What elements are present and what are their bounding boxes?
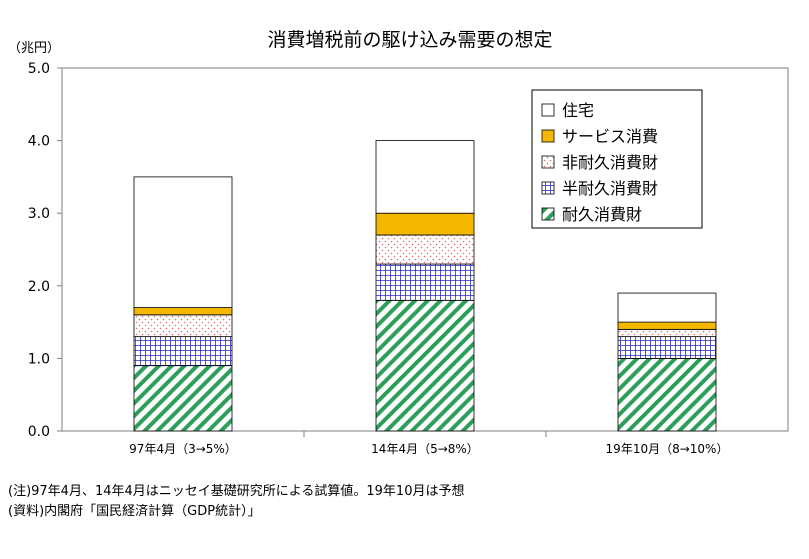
- legend-label: 非耐久消費財: [562, 153, 658, 172]
- bar-segment-5-cat-3: [617, 292, 717, 323]
- x-tick-label: 19年10月（8→10%）: [606, 442, 729, 456]
- bar-segment-4-cat-1: [133, 307, 233, 316]
- bar-segment-2-cat-1: [133, 336, 233, 367]
- legend-swatch: [541, 181, 555, 195]
- x-tick-label: 97年4月（3→5%）: [129, 442, 237, 456]
- y-tick-label: 0.0: [28, 424, 50, 440]
- bar-segment-2-cat-2: [375, 263, 475, 301]
- stacked-bar-chart: 0.0 1.0 2.0 3.0 4.0 5.0 97年4月（3→5%） 14年4月（5→8%）…: [8, 29, 789, 456]
- y-unit-label: （兆円）: [8, 41, 60, 56]
- legend-label: サービス消費: [562, 127, 658, 146]
- source-note: (資料)内閣府「国民経済計算（GDP統計）」: [8, 504, 261, 519]
- bar-segment-3-cat-3: [617, 328, 717, 338]
- legend-swatch: [541, 129, 555, 143]
- y-tick-label: 3.0: [28, 206, 50, 222]
- bar-segment-2-cat-3: [617, 336, 717, 359]
- legend-swatch: [541, 103, 555, 117]
- bar-segment-1-cat-3: [617, 357, 717, 432]
- legend-swatch: [541, 207, 555, 221]
- legend-label: 半耐久消費財: [562, 179, 658, 198]
- chart-title: 消費増税前の駆け込み需要の想定: [267, 29, 552, 51]
- y-tick-label: 5.0: [28, 61, 50, 77]
- legend-box: [531, 89, 703, 229]
- legend-label: 住宅: [562, 101, 594, 120]
- y-tick-label: 4.0: [28, 134, 50, 150]
- y-tick-label: 2.0: [28, 279, 50, 295]
- bar-segment-3-cat-2: [375, 234, 475, 265]
- footnote: (注)97年4月、14年4月はニッセイ基礎研究所による試算値。19年10月は予想: [8, 484, 465, 499]
- bar-segment-5-cat-2: [375, 140, 475, 214]
- bar-segment-4-cat-2: [375, 212, 475, 236]
- bar-segment-4-cat-3: [617, 321, 717, 330]
- y-tick-label: 1.0: [28, 351, 50, 367]
- bar-segment-5-cat-1: [133, 176, 233, 308]
- legend-label: 耐久消費財: [562, 205, 642, 224]
- x-tick-label: 14年4月（5→8%）: [371, 442, 479, 456]
- legend-swatch: [541, 155, 555, 169]
- bar-segment-3-cat-1: [133, 314, 233, 338]
- bar-segment-1-cat-1: [133, 365, 233, 432]
- bar-segment-1-cat-2: [375, 299, 475, 432]
